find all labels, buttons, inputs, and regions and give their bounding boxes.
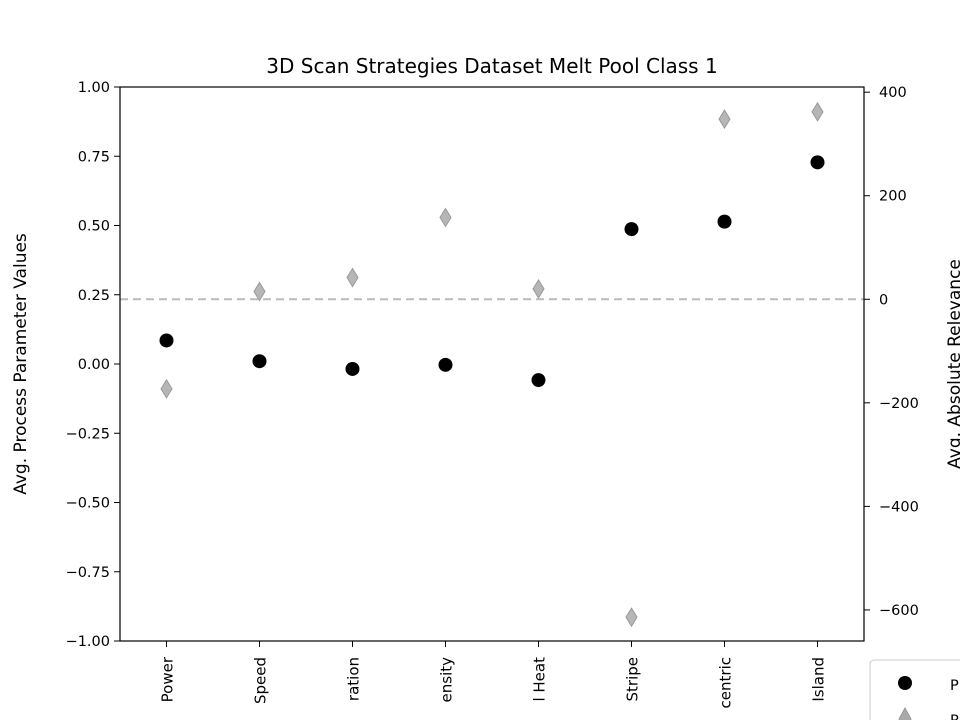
plot-area: 1.00 0.75 0.50 0.25 0.00 −0.25 −0.50 −0.75 −1.00…	[66, 80, 919, 708]
plot-frame	[119, 86, 865, 642]
y-tick-label: 0.75	[78, 149, 110, 165]
data-point-diamond	[532, 278, 545, 299]
y-tick-label: −0.25	[66, 426, 110, 442]
legend-box	[869, 659, 960, 720]
y-tick-label: −0.50	[66, 496, 110, 512]
data-point-diamond	[625, 607, 638, 628]
y-tick-label: 1.00	[78, 80, 110, 96]
x-tick-label: l Heat	[531, 657, 549, 702]
y2-tick-label: 200	[879, 189, 907, 205]
legend-label: R	[950, 713, 960, 720]
data-point-circle	[438, 357, 453, 372]
data-point-circle	[624, 222, 639, 237]
y2-tick-label: −400	[879, 499, 919, 515]
y2-tick-label: −200	[879, 396, 919, 412]
x-tick-label: Stripe	[624, 657, 642, 702]
chart-title: 3D Scan Strategies Dataset Melt Pool Cla…	[266, 54, 717, 78]
x-tick-label: ration	[345, 657, 363, 701]
data-point-circle	[717, 214, 732, 229]
data-point-circle	[252, 354, 267, 369]
y2-tick-label: −600	[879, 603, 919, 619]
data-point-diamond	[160, 378, 173, 399]
y2-axis-title: Avg. Absolute Relevance	[945, 259, 960, 469]
data-point-diamond	[718, 109, 731, 130]
data-point-diamond	[811, 101, 824, 122]
y-tick-label: 0.00	[78, 357, 110, 373]
y-tick-label: 0.25	[78, 288, 110, 304]
x-tick-label: Power	[159, 656, 177, 702]
y-tick-label: −1.00	[66, 634, 110, 650]
y2-tick-label: 0	[879, 292, 888, 308]
x-tick-label: ensity	[438, 657, 456, 703]
x-tick-label: Island	[810, 657, 828, 702]
data-point-circle	[159, 333, 174, 348]
y2-tick-label: 400	[879, 85, 907, 101]
legend-marker-circle	[898, 676, 912, 690]
legend-marker-diamond	[898, 706, 912, 720]
data-point-diamond	[439, 207, 452, 228]
y-tick-label: 0.50	[78, 219, 110, 235]
x-tick-label: Speed	[252, 657, 270, 704]
data-point-diamond	[253, 281, 266, 302]
data-point-circle	[531, 373, 546, 388]
legend-label: P	[950, 678, 959, 694]
data-point-circle	[345, 361, 360, 376]
y-axis-title: Avg. Process Parameter Values	[11, 233, 31, 495]
legend: P R	[869, 659, 960, 720]
data-point-circle	[810, 155, 825, 170]
data-point-diamond	[346, 267, 359, 288]
y-tick-label: −0.75	[66, 565, 110, 581]
x-tick-label: centric	[717, 657, 735, 708]
